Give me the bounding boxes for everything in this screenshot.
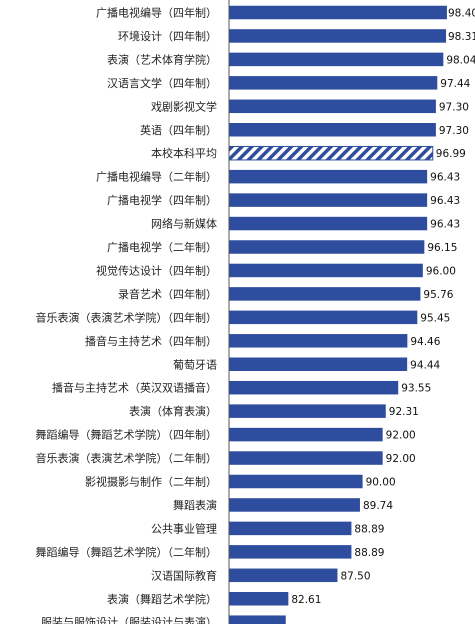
bar xyxy=(229,123,436,137)
bar xyxy=(229,380,399,395)
category-label: 音乐表演（表演艺术学院）（四年制） xyxy=(36,310,218,324)
bar xyxy=(229,216,428,231)
category-label: 汉语国际教育 xyxy=(151,568,217,582)
value-label: 98.31 xyxy=(448,31,475,43)
value-label: 95.76 xyxy=(423,289,453,301)
category-label: 公共事业管理 xyxy=(151,521,217,535)
value-label: 96.00 xyxy=(426,265,456,277)
bar xyxy=(229,404,386,418)
category-label: 播音与主持艺术（四年制） xyxy=(85,334,217,348)
category-label: 影视摄影与制作（二年制） xyxy=(85,475,217,489)
value-label: 88.89 xyxy=(354,523,384,535)
value-label: 88.89 xyxy=(354,547,384,559)
bar xyxy=(229,29,447,43)
average-bar xyxy=(228,145,434,161)
value-label: 94.46 xyxy=(410,336,440,348)
category-label: 汉语言文学（四年制） xyxy=(107,76,217,90)
bar xyxy=(229,568,338,583)
value-label: 92.00 xyxy=(386,430,416,442)
category-label: 服装与服饰设计（服装设计与表演） xyxy=(41,615,217,624)
category-label: 播音与主持艺术（英汉双语播音） xyxy=(52,381,217,395)
category-label: 广播电视编导（四年制） xyxy=(96,6,217,20)
value-label: 93.55 xyxy=(401,383,431,395)
category-label: 录音艺术（四年制） xyxy=(118,287,217,301)
bar-series: 广播电视编导（四年制） 98.40 环境设计（四年制） 98.31 表演（艺术体育学院）… xyxy=(36,6,475,624)
bar xyxy=(229,615,286,624)
bar xyxy=(229,310,418,325)
value-label: 98.04 xyxy=(446,54,475,66)
category-label: 表演（艺术体育学院） xyxy=(107,52,217,66)
value-label: 92.31 xyxy=(389,406,419,418)
bar xyxy=(229,545,352,559)
bar xyxy=(229,498,360,512)
value-label: 92.00 xyxy=(386,453,416,465)
value-label: 97.30 xyxy=(439,125,469,137)
bar xyxy=(229,521,352,536)
value-label: 96.99 xyxy=(436,148,466,160)
value-label: 87.50 xyxy=(340,570,370,582)
bar xyxy=(229,287,421,301)
bar xyxy=(229,5,447,20)
bar xyxy=(229,474,363,489)
category-label: 舞蹈编导（舞蹈艺术学院）（四年制） xyxy=(36,428,218,442)
value-label: 96.43 xyxy=(430,195,460,207)
category-label: 广播电视学（四年制） xyxy=(107,193,217,207)
value-label: 97.30 xyxy=(439,101,469,113)
value-label: 82.61 xyxy=(291,594,321,606)
bar xyxy=(229,592,289,606)
bar xyxy=(229,193,428,207)
value-label: 95.45 xyxy=(420,312,450,324)
bar xyxy=(229,240,425,254)
category-label: 舞蹈编导（舞蹈艺术学院）（二年制） xyxy=(36,545,218,559)
category-label: 网络与新媒体 xyxy=(151,217,217,231)
category-label: 葡萄牙语 xyxy=(173,358,217,371)
value-label: 94.44 xyxy=(410,359,440,371)
bar xyxy=(229,451,383,465)
category-label: 英语（四年制） xyxy=(140,123,217,137)
category-label: 本校本科平均 xyxy=(151,146,217,160)
bar xyxy=(229,427,383,442)
value-label: 96.43 xyxy=(430,172,460,184)
category-label: 表演（舞蹈艺术学院） xyxy=(107,592,217,606)
bar xyxy=(229,52,444,67)
category-label: 广播电视学（二年制） xyxy=(107,240,217,254)
value-label: 98.40 xyxy=(448,8,475,20)
category-label: 表演（体育表演） xyxy=(129,404,217,418)
bar xyxy=(229,334,408,348)
bar xyxy=(229,169,428,184)
value-label: 96.43 xyxy=(430,219,460,231)
bar xyxy=(229,263,423,278)
category-label: 视觉传达设计（四年制） xyxy=(96,263,217,277)
bar xyxy=(229,357,408,371)
category-label: 环境设计（四年制） xyxy=(118,29,217,43)
category-label: 广播电视编导（二年制） xyxy=(96,170,217,184)
value-label: 96.15 xyxy=(427,242,457,254)
value-label: 97.44 xyxy=(440,78,470,90)
bar xyxy=(229,76,438,90)
category-label: 戏剧影视文学 xyxy=(151,99,217,113)
bar xyxy=(229,99,436,114)
value-label: 90.00 xyxy=(366,477,396,489)
value-label: 89.74 xyxy=(363,500,393,512)
category-label: 音乐表演（表演艺术学院）（二年制） xyxy=(36,451,218,465)
category-label: 舞蹈表演 xyxy=(173,498,217,512)
